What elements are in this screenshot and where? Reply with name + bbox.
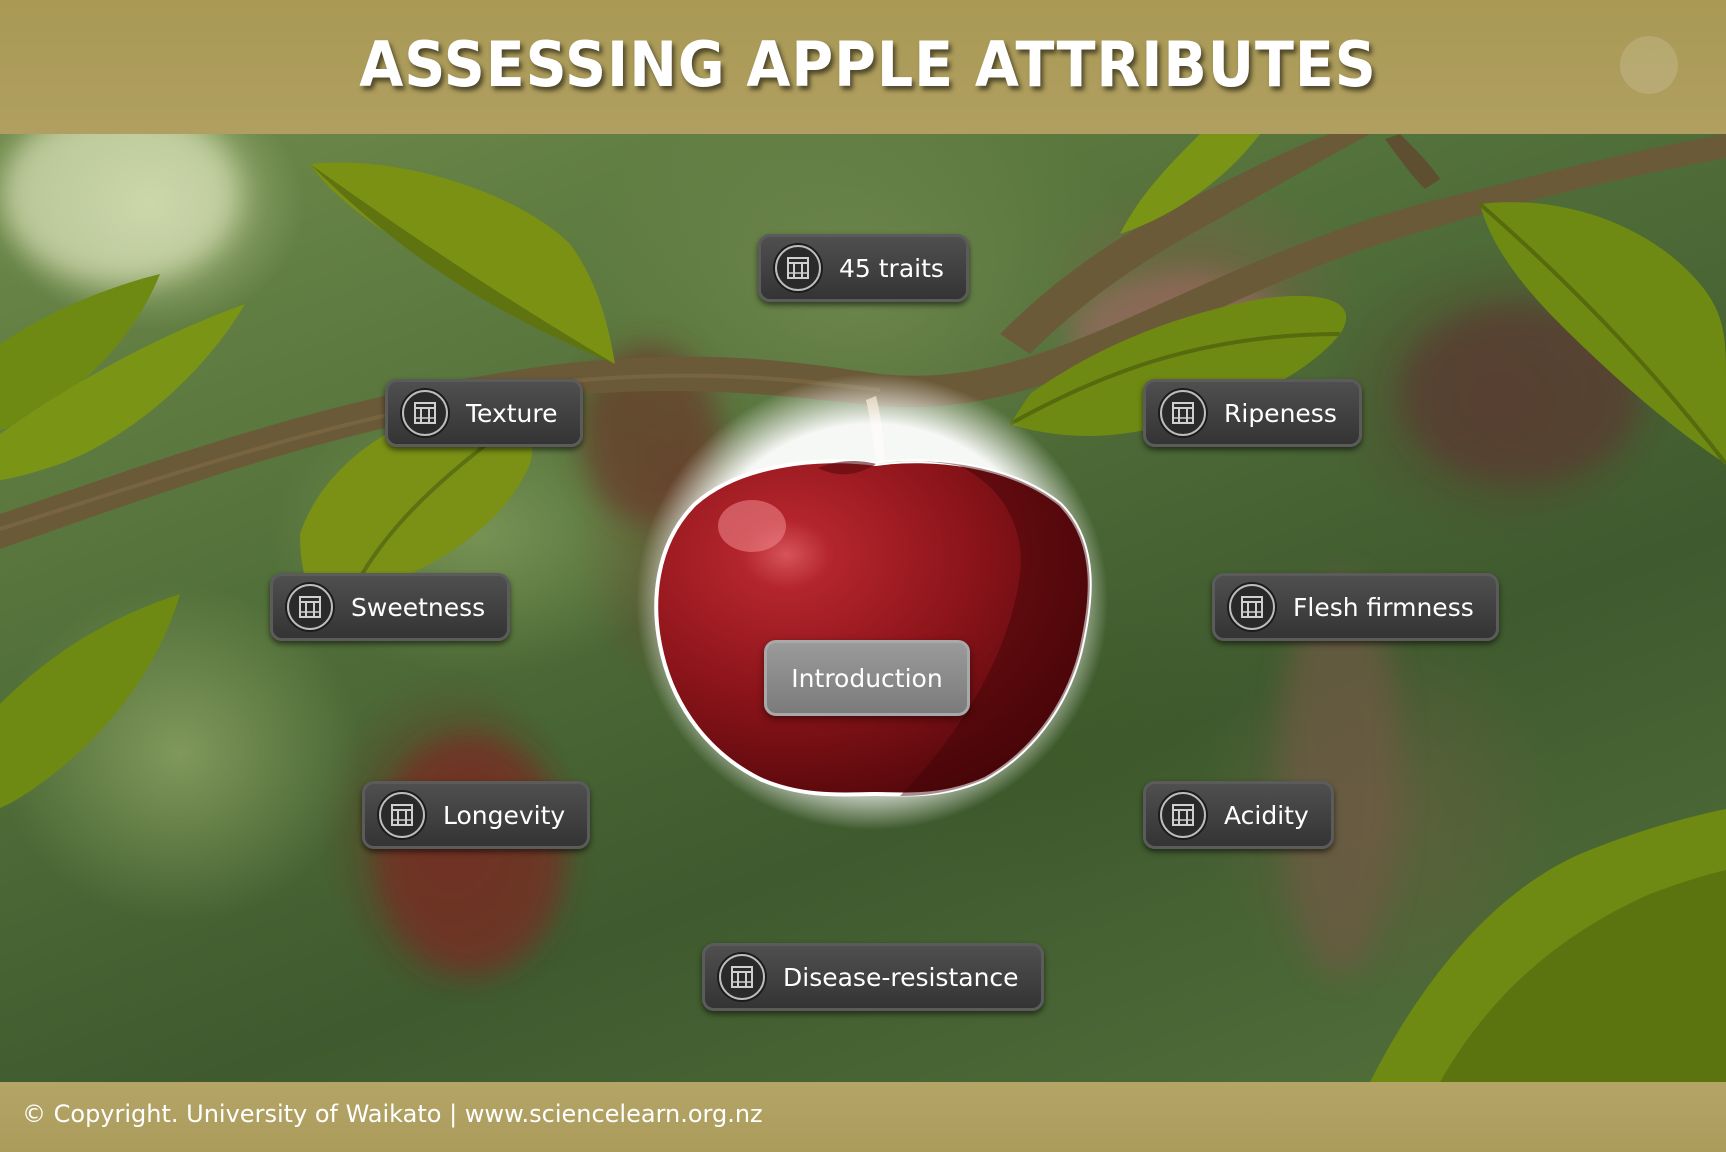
- trait-label: Longevity: [443, 800, 566, 830]
- copyright-text: © Copyright. University of Waikato | www…: [22, 1100, 763, 1128]
- document-icon: [287, 584, 333, 630]
- trait-label: Sweetness: [351, 592, 486, 622]
- orchard-illustration: [0, 134, 1726, 1082]
- document-icon: [775, 245, 821, 291]
- leaves: [0, 134, 1726, 1082]
- trait-label: Texture: [466, 398, 558, 428]
- trait-button-acidity[interactable]: Acidity: [1143, 781, 1334, 849]
- apple: [636, 374, 1108, 830]
- header-bar: ASSESSING APPLE ATTRIBUTES: [0, 0, 1726, 134]
- introduction-button[interactable]: Introduction: [764, 640, 970, 716]
- document-icon: [402, 390, 448, 436]
- orchard-scene: 45 traits Texture Ripeness Sweetness Fle: [0, 134, 1726, 1082]
- trait-label: Flesh firmness: [1293, 592, 1474, 622]
- trait-label: Acidity: [1224, 800, 1309, 830]
- trait-button-longevity[interactable]: Longevity: [362, 781, 591, 849]
- trait-button-ripeness[interactable]: Ripeness: [1143, 379, 1362, 447]
- footer-bar: © Copyright. University of Waikato | www…: [0, 1082, 1726, 1152]
- document-icon: [719, 954, 765, 1000]
- header-circle-decoration: [1620, 36, 1678, 94]
- trait-button-flesh-firmness[interactable]: Flesh firmness: [1212, 573, 1499, 641]
- document-icon: [379, 792, 425, 838]
- trait-button-45-traits[interactable]: 45 traits: [758, 234, 969, 302]
- trait-label: 45 traits: [839, 253, 944, 283]
- trait-button-texture[interactable]: Texture: [385, 379, 583, 447]
- trait-button-sweetness[interactable]: Sweetness: [270, 573, 511, 641]
- document-icon: [1229, 584, 1275, 630]
- trait-button-disease-resistance[interactable]: Disease-resistance: [702, 943, 1044, 1011]
- document-icon: [1160, 390, 1206, 436]
- introduction-label: Introduction: [791, 663, 943, 693]
- page-title: ASSESSING APPLE ATTRIBUTES: [359, 28, 1377, 101]
- trait-label: Disease-resistance: [783, 962, 1019, 992]
- trait-label: Ripeness: [1224, 398, 1337, 428]
- document-icon: [1160, 792, 1206, 838]
